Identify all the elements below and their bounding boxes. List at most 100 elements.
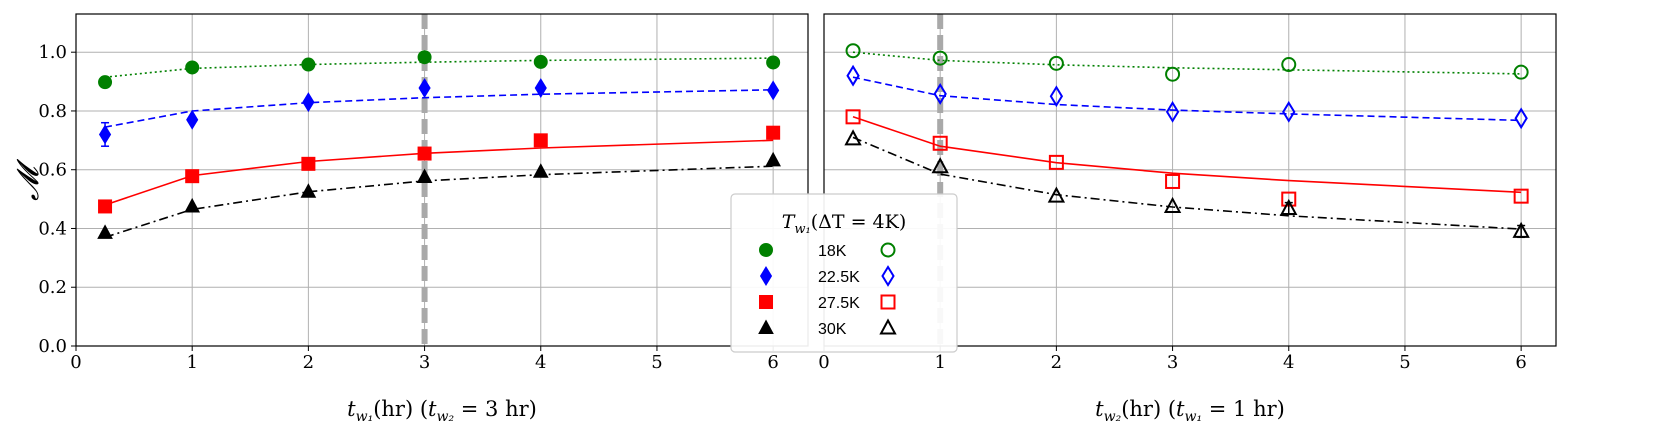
x-axis-label-part: = 3 hr) bbox=[454, 397, 537, 421]
data-point-22.5K bbox=[418, 78, 431, 98]
data-point-18K bbox=[766, 55, 781, 70]
data-point-22.5K bbox=[1049, 85, 1064, 108]
fit-curve-27.5K bbox=[852, 116, 1522, 194]
legend-title: Tw₁(ΔT = 4K) bbox=[782, 211, 907, 237]
y-tick-label: 0.4 bbox=[38, 218, 67, 239]
data-point-18K bbox=[1513, 64, 1529, 80]
data-point-22.5K bbox=[1282, 100, 1296, 123]
x-axis-label-part: (hr) ( bbox=[1121, 397, 1176, 421]
data-point-18K bbox=[301, 57, 316, 72]
fit-curve-30K bbox=[852, 136, 1522, 230]
data-point-30K bbox=[1280, 198, 1298, 215]
data-point-30K bbox=[184, 197, 201, 213]
x-tick-label: 5 bbox=[651, 352, 662, 373]
data-point-22.5K bbox=[302, 92, 315, 113]
x-axis-label-part: w₂ bbox=[1104, 409, 1122, 425]
data-point-27.5K bbox=[1048, 154, 1064, 170]
data-point-18K bbox=[185, 60, 200, 75]
data-point-30K bbox=[416, 168, 433, 184]
x-tick-label: 4 bbox=[1283, 352, 1294, 373]
legend-marker-filled bbox=[759, 243, 773, 257]
data-point-30K bbox=[931, 157, 949, 174]
legend-title-part: T bbox=[782, 211, 796, 233]
data-point-18K bbox=[1165, 66, 1181, 82]
x-tick-label: 0 bbox=[818, 352, 829, 373]
x-tick-label: 6 bbox=[767, 352, 778, 373]
data-point-22.5K bbox=[186, 109, 199, 130]
x-axis-label: tw₂(hr) (tw₁ = 1 hr) bbox=[1095, 397, 1285, 425]
legend-title-part: w₁ bbox=[794, 222, 810, 237]
data-point-30K bbox=[765, 151, 781, 167]
x-axis-label-part: w₁ bbox=[1184, 409, 1202, 425]
x-axis-label: tw₁(hr) (tw₂ = 3 hr) bbox=[347, 397, 537, 425]
data-point-27.5K bbox=[845, 109, 861, 125]
x-tick-label: 0 bbox=[70, 352, 81, 373]
data-point-18K bbox=[533, 54, 548, 69]
data-point-30K bbox=[844, 129, 862, 146]
x-tick-label: 3 bbox=[1167, 352, 1178, 373]
x-axis-label-part: t bbox=[1095, 397, 1104, 421]
fit-curve-30K bbox=[104, 165, 774, 239]
legend-marker-open bbox=[881, 265, 895, 287]
data-point-27.5K bbox=[766, 125, 781, 140]
x-tick-label: 2 bbox=[1051, 352, 1062, 373]
fit-curve-22.5K bbox=[852, 76, 1522, 122]
y-tick-label: 1.0 bbox=[38, 42, 67, 63]
data-point-18K bbox=[1048, 55, 1064, 71]
data-point-27.5K bbox=[98, 199, 113, 214]
data-point-30K bbox=[1512, 221, 1530, 238]
legend-label: 22.5K bbox=[818, 269, 860, 286]
legend-marker-open bbox=[879, 318, 897, 335]
x-tick-label: 5 bbox=[1399, 352, 1410, 373]
data-point-30K bbox=[1047, 186, 1066, 203]
fit-curve-18K bbox=[104, 57, 774, 78]
data-point-18K bbox=[1281, 57, 1297, 73]
data-point-22.5K bbox=[933, 82, 947, 105]
data-point-18K bbox=[932, 50, 948, 66]
data-point-27.5K bbox=[932, 135, 948, 151]
x-axis-label-part: t bbox=[347, 397, 356, 421]
y-tick-label: 0.2 bbox=[38, 277, 67, 298]
x-tick-label: 3 bbox=[419, 352, 430, 373]
x-axis-label-part: t bbox=[1176, 397, 1185, 421]
legend-marker-open bbox=[880, 294, 896, 310]
data-point-22.5K bbox=[98, 124, 112, 145]
fit-curve-18K bbox=[852, 51, 1522, 75]
fit-curve-22.5K bbox=[104, 89, 774, 128]
data-point-22.5K bbox=[1514, 107, 1528, 130]
x-axis-label-part: t bbox=[428, 397, 437, 421]
x-tick-label: 2 bbox=[303, 352, 314, 373]
data-point-18K bbox=[98, 75, 113, 90]
legend-title-part: (ΔT = 4K) bbox=[811, 211, 907, 233]
y-tick-label: 0.8 bbox=[38, 101, 67, 122]
data-point-27.5K bbox=[1165, 173, 1181, 189]
y-tick-label: 0.0 bbox=[38, 336, 67, 357]
legend-marker-filled bbox=[758, 319, 774, 334]
legend-marker-filled bbox=[759, 295, 773, 309]
data-point-22.5K bbox=[767, 80, 780, 101]
data-point-30K bbox=[1163, 196, 1182, 213]
x-axis-label-part: w₁ bbox=[356, 409, 374, 425]
data-point-30K bbox=[300, 183, 317, 198]
data-point-18K bbox=[845, 43, 861, 59]
legend-box bbox=[730, 193, 958, 353]
data-point-27.5K bbox=[533, 133, 548, 148]
data-point-22.5K bbox=[534, 78, 547, 98]
x-axis-label-part: w₂ bbox=[436, 409, 454, 425]
plot-frame bbox=[75, 13, 809, 347]
x-tick-label: 6 bbox=[1515, 352, 1526, 373]
x-tick-label: 1 bbox=[934, 352, 945, 373]
fit-curve-27.5K bbox=[104, 139, 774, 206]
legend: Tw₁(ΔT = 4K) 18K 22.5K 27.5K 30K bbox=[730, 193, 958, 353]
x-tick-label: 1 bbox=[186, 352, 197, 373]
data-point-22.5K bbox=[846, 64, 860, 87]
x-axis-label-part: (hr) ( bbox=[373, 397, 428, 421]
x-axis-label-part: = 1 hr) bbox=[1202, 397, 1285, 421]
data-point-18K bbox=[417, 50, 432, 65]
legend-marker-filled bbox=[759, 266, 773, 286]
data-point-30K bbox=[97, 224, 113, 239]
legend-label: 27.5K bbox=[818, 295, 860, 312]
data-point-27.5K bbox=[1513, 188, 1529, 204]
